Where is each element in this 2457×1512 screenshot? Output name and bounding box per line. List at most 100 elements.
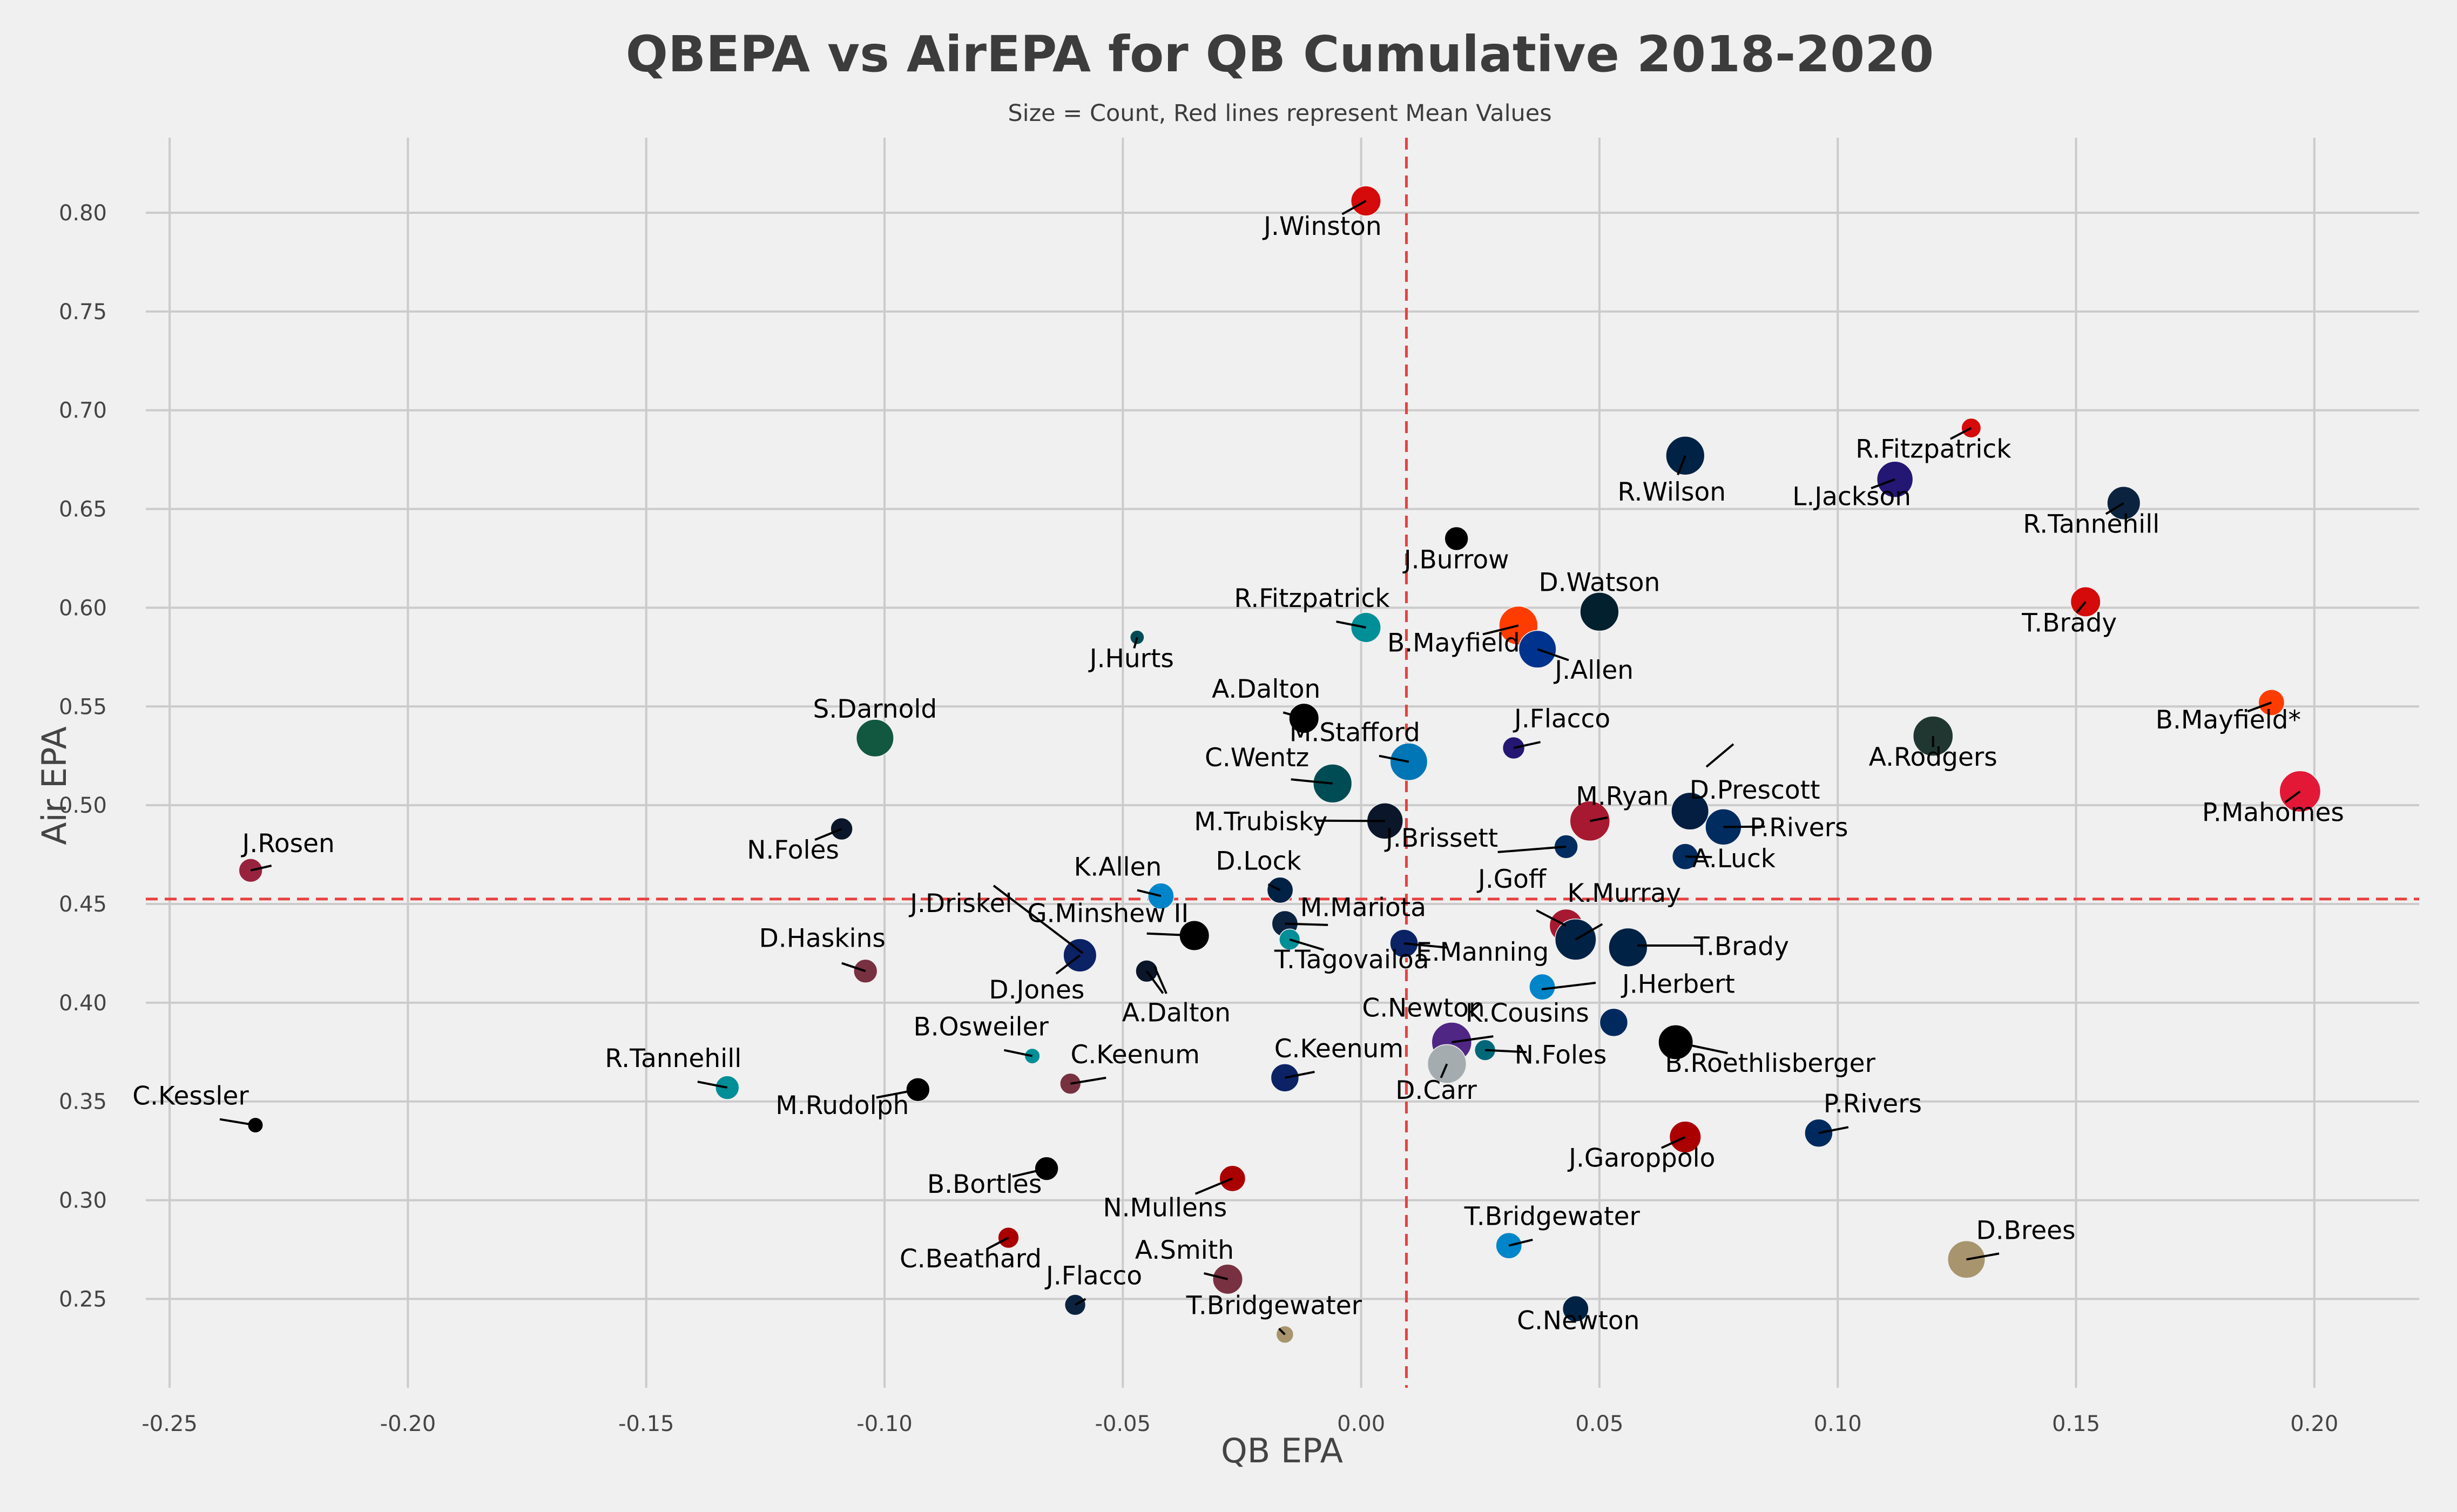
point-label: K.Cousins xyxy=(1466,998,1589,1028)
x-tick-label: -0.05 xyxy=(1095,1412,1151,1436)
label-leader-line xyxy=(1513,741,1541,750)
label-leader-line xyxy=(1871,478,1895,489)
label-leader-line xyxy=(1685,855,1712,859)
data-point[interactable] xyxy=(1580,592,1619,632)
label-leader-line xyxy=(1291,778,1333,785)
label-leader-line xyxy=(1440,1063,1448,1078)
x-axis-label: QB EPA xyxy=(1221,1431,1343,1470)
point-label: R.Fitzpatrick xyxy=(1234,584,1390,613)
label-leader-line xyxy=(876,1088,919,1099)
label-leader-line xyxy=(1452,1035,1494,1043)
point-label: N.Foles xyxy=(747,835,839,865)
label-leader-line xyxy=(1278,1327,1286,1335)
label-leader-line xyxy=(1497,845,1567,853)
point-label: J.Garoppolo xyxy=(1567,1144,1715,1173)
point-label: T.Brady xyxy=(1693,932,1789,961)
point-label: M.Stafford xyxy=(1290,718,1420,748)
point-label: J.Driskel xyxy=(908,889,1012,919)
label-leader-line xyxy=(1194,1177,1233,1195)
y-tick-label: 0.30 xyxy=(59,1189,107,1213)
point-label: N.Mullens xyxy=(1103,1193,1227,1223)
x-tick-label: -0.20 xyxy=(380,1412,436,1436)
label-leader-line xyxy=(814,828,842,841)
data-point[interactable] xyxy=(1599,1008,1629,1037)
label-leader-line xyxy=(2105,502,2124,515)
data-point[interactable] xyxy=(1562,1295,1589,1322)
x-tick-label: -0.15 xyxy=(618,1412,674,1436)
label-leader-line xyxy=(1536,909,1567,927)
point-label: K.Murray xyxy=(1568,879,1682,908)
point-label: D.Brees xyxy=(1976,1216,2076,1245)
point-label: T.Brady xyxy=(2021,608,2117,638)
point-label: C.Newton xyxy=(1362,994,1484,1023)
data-point[interactable] xyxy=(1389,742,1428,781)
point-label: P.Rivers xyxy=(1824,1089,1922,1119)
data-point[interactable] xyxy=(1495,1232,1523,1259)
label-leader-line xyxy=(2247,701,2272,713)
point-label: C.Wentz xyxy=(1205,743,1309,773)
y-tick-label: 0.65 xyxy=(59,497,107,522)
point-label: J.Brissett xyxy=(1384,824,1498,853)
point-label: T.Bridgewater xyxy=(1464,1202,1641,1232)
point-label: E.Manning xyxy=(1416,937,1549,967)
label-leader-line xyxy=(1575,923,1603,941)
x-tick-label: 0.05 xyxy=(1575,1412,1623,1436)
point-label: P.Mahomes xyxy=(2202,798,2344,828)
point-label: D.Carr xyxy=(1395,1076,1477,1105)
data-point[interactable] xyxy=(1024,1048,1041,1064)
point-label: T.Tagovailoa xyxy=(1274,945,1429,975)
point-label: J.Goff xyxy=(1476,865,1547,894)
point-label: N.Foles xyxy=(1515,1041,1607,1070)
y-tick-label: 0.40 xyxy=(59,991,107,1016)
label-leader-line xyxy=(1070,1076,1106,1085)
point-label: G.Minshew II xyxy=(1027,899,1189,929)
label-leader-line xyxy=(1482,624,1519,636)
data-point[interactable] xyxy=(1529,973,1556,1001)
point-label: D.Lock xyxy=(1216,846,1301,876)
label-leader-line xyxy=(1285,1070,1315,1079)
point-label: B.Mayfield xyxy=(1387,628,1520,658)
label-leader-line xyxy=(1379,754,1409,763)
point-label: D.Haskins xyxy=(759,923,886,953)
tick-labels: -0.25 -0.20 -0.15 -0.10 -0.05 0.00 0.05 0.10 0.1… xyxy=(59,201,2338,1436)
y-tick-label: 0.55 xyxy=(59,694,107,719)
y-tick-label: 0.80 xyxy=(59,201,107,226)
label-leader-line xyxy=(1146,932,1194,937)
label-leader-line xyxy=(1537,648,1569,662)
label-leader-line xyxy=(250,865,272,872)
point-label: J.Rosen xyxy=(241,829,335,859)
point-label: C.Beathard xyxy=(900,1244,1042,1274)
point-labels: J.Winston R.Wilson R.Fitzpatrick L.Jackson R… xyxy=(132,200,2344,1336)
point-label: C.Keenum xyxy=(1071,1040,1200,1070)
chart-subtitle: Size = Count, Red lines represent Mean V… xyxy=(1008,100,1551,127)
point-label: B.Roethlisberger xyxy=(1665,1049,1875,1078)
point-label: A.Luck xyxy=(1692,844,1776,874)
label-leader-line xyxy=(1660,1136,1686,1149)
point-label: R.Wilson xyxy=(1618,477,1726,507)
label-leader-line xyxy=(1282,711,1305,720)
chart-title: QBEPA vs AirEPA for QB Cumulative 2018-2… xyxy=(626,25,1934,83)
point-label: B.Mayfield* xyxy=(2156,705,2301,735)
data-point[interactable] xyxy=(1059,1072,1082,1095)
data-point[interactable] xyxy=(238,858,263,883)
point-label: D.Jones xyxy=(989,975,1084,1005)
data-point[interactable] xyxy=(1671,792,1710,831)
point-label: K.Allen xyxy=(1074,852,1162,882)
label-leader-line xyxy=(1818,1126,1849,1135)
point-label: J.Flacco xyxy=(1513,704,1610,734)
label-leader-line xyxy=(1003,1049,1033,1057)
y-tick-label: 0.50 xyxy=(59,793,107,818)
grid xyxy=(146,138,2419,1388)
point-label: J.Burrow xyxy=(1402,545,1509,575)
point-label: P.Rivers xyxy=(1750,813,1848,842)
label-leader-line xyxy=(2284,790,2301,804)
data-point[interactable] xyxy=(855,719,894,758)
y-tick-label: 0.75 xyxy=(59,300,107,325)
point-label: J.Flacco xyxy=(1044,1261,1142,1291)
point-label: M.Rudolph xyxy=(775,1091,909,1120)
label-leader-line xyxy=(1677,455,1686,476)
label-leader-line xyxy=(1336,620,1366,629)
data-point[interactable] xyxy=(1608,927,1648,968)
label-leader-line xyxy=(1949,427,1972,440)
